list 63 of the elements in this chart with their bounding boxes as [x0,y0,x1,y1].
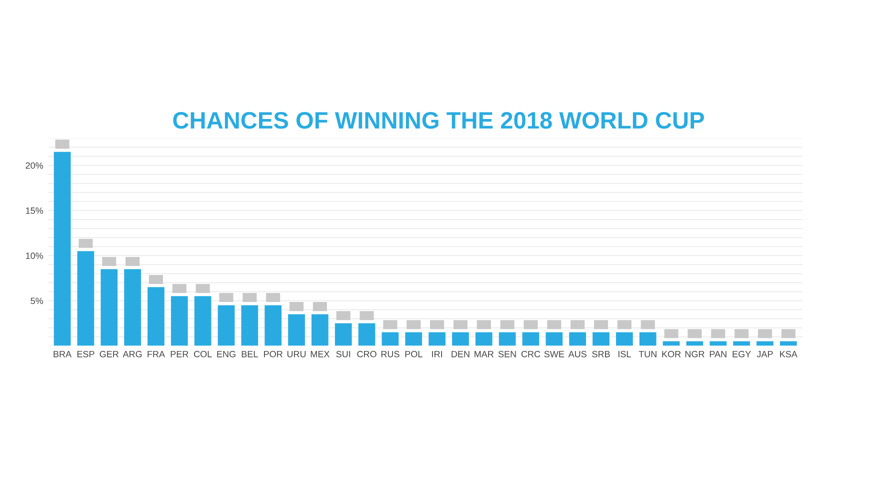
chart-title: CHANCES OF WINNING THE 2018 WORLD CUP [173,112,704,129]
bar [77,251,94,346]
bar [264,305,282,346]
bar [546,332,563,346]
y-tick-label: 15% [26,207,44,214]
x-tick-label: ARG [122,350,142,358]
bar [312,314,328,346]
x-tick-label: PER [170,350,188,358]
x-tick-label: FRA [148,350,165,358]
bar [639,332,656,346]
x-tick-label: ESP [77,350,94,358]
x-tick-label: ENG [217,350,236,358]
bar [194,296,212,346]
x-tick-label: PAN [710,350,726,358]
x-tick-label: SRB [592,350,610,358]
x-tick-label: BRA [54,350,72,358]
x-tick-label: POR [264,350,282,358]
x-tick-label: GER [100,350,118,358]
x-tick-label: BEL [242,350,258,358]
x-tick-label: MAR [474,350,494,358]
y-tick-label: 5% [30,298,44,304]
x-tick-label: CRO [357,350,376,358]
x-tick-label: SWE [544,350,564,358]
bar [616,332,633,346]
bar [288,314,305,346]
x-tick-label: TUN [638,350,656,358]
bar [382,332,399,346]
x-tick-label: NGR [685,350,704,358]
bar [475,332,492,346]
bar [498,332,516,346]
bar [428,332,446,346]
x-tick-label: IRI [432,350,442,358]
bar [100,269,118,346]
x-tick-label: URU [287,350,306,358]
x-tick-label: POL [405,350,422,358]
x-tick-label: MEX [310,350,330,358]
x-tick-label: SUI [336,350,350,358]
bar [569,332,586,346]
bar [218,305,235,346]
bar [170,296,188,346]
y-tick-label: 10% [26,252,44,259]
bar [405,332,422,346]
y-tick-label: 20% [26,162,44,169]
x-tick-label: JAP [756,350,773,358]
x-tick-label: RUS [381,350,400,358]
x-tick-label: COL [194,350,212,358]
x-tick-label: KOR [662,350,681,358]
x-tick-label: EGY [732,350,751,358]
bar [148,287,164,346]
x-tick-label: SEN [498,350,516,358]
bar [54,152,71,346]
bar [241,305,258,346]
bar [522,332,540,346]
x-tick-label: AUS [568,350,586,358]
bar [452,332,469,346]
x-tick-label: KSA [780,350,798,358]
x-tick-label: CRC [521,350,540,358]
bar [358,323,376,346]
bar [592,332,610,346]
bar [334,323,352,346]
bar [124,269,141,346]
x-tick-label: DEN [452,350,470,358]
x-tick-label: ISL [618,350,631,358]
